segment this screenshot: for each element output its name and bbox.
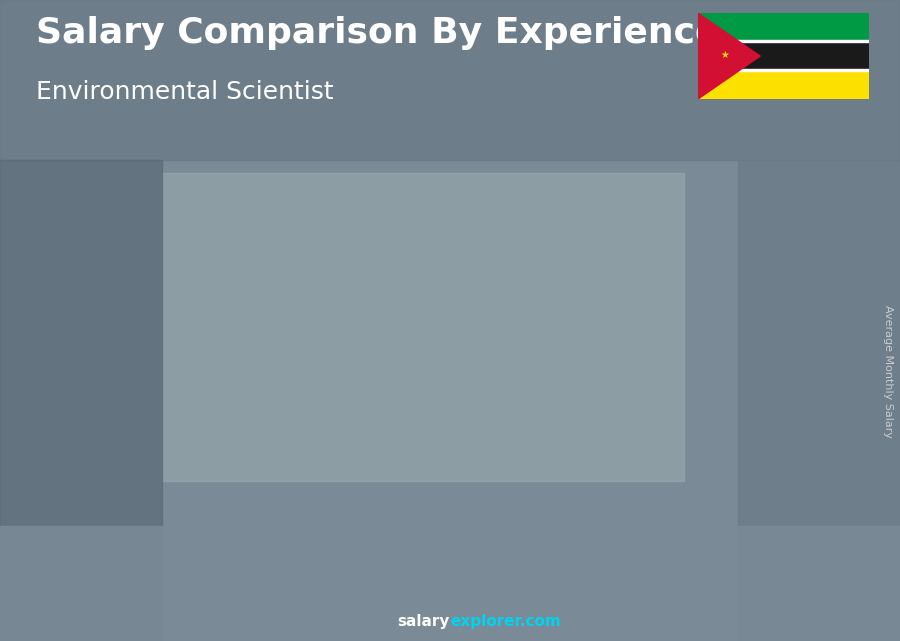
Text: 0 MZN: 0 MZN (458, 343, 512, 361)
Text: 0 MZN: 0 MZN (92, 487, 146, 504)
Polygon shape (645, 318, 667, 570)
Polygon shape (215, 467, 300, 478)
Text: 0 MZN: 0 MZN (580, 297, 634, 315)
Bar (0, 0, 900, 160)
Text: 0 MZN: 0 MZN (336, 394, 390, 412)
Text: Salary Comparison By Experience: Salary Comparison By Experience (36, 16, 719, 50)
Bar (0, 160, 162, 641)
Polygon shape (338, 427, 401, 570)
Text: salary: salary (398, 615, 450, 629)
Polygon shape (93, 508, 177, 519)
Polygon shape (582, 329, 645, 570)
Polygon shape (401, 415, 422, 570)
Bar (162, 173, 684, 481)
Polygon shape (215, 478, 279, 570)
Polygon shape (705, 288, 768, 570)
Bar (698, 69, 868, 71)
Polygon shape (460, 364, 544, 376)
Text: Environmental Scientist: Environmental Scientist (36, 80, 334, 104)
Bar (738, 160, 900, 641)
Bar (698, 42, 868, 70)
Text: 0 MZN: 0 MZN (703, 256, 757, 274)
Bar (698, 13, 868, 41)
Text: explorer.com: explorer.com (450, 615, 561, 629)
Text: Average Monthly Salary: Average Monthly Salary (883, 305, 893, 438)
Polygon shape (157, 508, 177, 570)
Bar (698, 40, 868, 42)
Polygon shape (768, 277, 789, 570)
Polygon shape (582, 318, 667, 329)
Polygon shape (524, 364, 544, 570)
Polygon shape (279, 467, 300, 570)
Polygon shape (338, 415, 422, 427)
Bar (0, 526, 900, 641)
Bar (698, 70, 868, 99)
Polygon shape (705, 277, 789, 288)
Text: +nan%: +nan% (500, 247, 593, 272)
Text: 0 MZN: 0 MZN (214, 445, 268, 463)
Text: +nan%: +nan% (623, 201, 716, 224)
Polygon shape (93, 519, 157, 570)
Text: +nan%: +nan% (133, 415, 226, 438)
Polygon shape (460, 376, 524, 570)
Polygon shape (698, 13, 760, 99)
Text: ★: ★ (721, 50, 729, 60)
Text: +nan%: +nan% (378, 300, 471, 324)
Text: +nan%: +nan% (256, 357, 348, 381)
